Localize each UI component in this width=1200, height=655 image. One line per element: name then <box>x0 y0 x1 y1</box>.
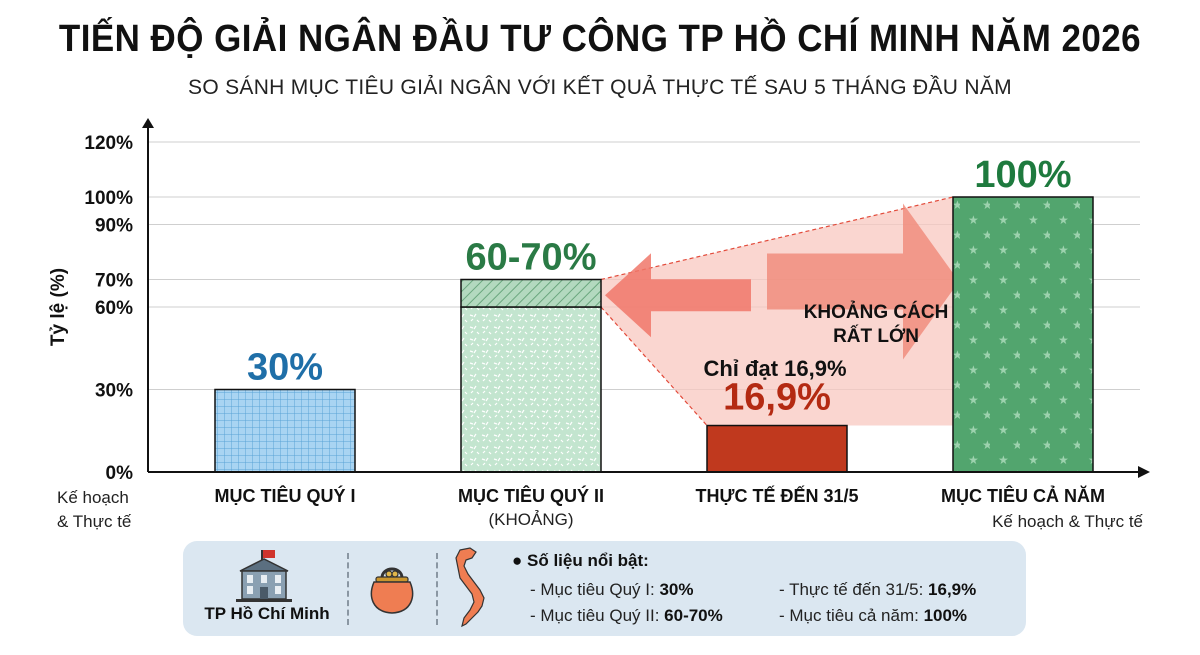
gap-edge <box>600 306 708 426</box>
y-tick-label: 120% <box>84 133 133 154</box>
divider <box>347 553 349 625</box>
city-label: TP Hồ Chí Minh <box>204 604 330 623</box>
y-tick-label: 90% <box>95 216 133 237</box>
x-tick-sublabel: (KHOẢNG) <box>489 510 574 529</box>
highlight-item: - Mục tiêu cả năm: 100% <box>779 606 968 625</box>
y-tick-label: 0% <box>106 463 134 484</box>
highlights-title: ● Số liệu nổi bật: <box>512 551 649 570</box>
bullet-icon: ● <box>512 551 527 570</box>
vietnam-map-icon <box>455 547 485 628</box>
y-tick-label: 100% <box>84 188 133 209</box>
divider <box>436 553 438 625</box>
city-hall-icon <box>236 550 292 602</box>
axis-note: & Thực tế <box>57 512 132 531</box>
bar-value-label: 30% <box>247 347 323 389</box>
y-tick-label: 30% <box>95 381 133 402</box>
highlight-item: - Mục tiêu Quý II: 60-70% <box>530 606 723 625</box>
y-tick-label: 70% <box>95 271 133 292</box>
axis-note: Kế hoạch & Thực tế <box>992 512 1143 531</box>
right-arrow-icon <box>767 203 959 360</box>
highlight-item: - Mục tiêu Quý I: 30% <box>530 580 694 599</box>
bar-range-segment <box>460 278 602 308</box>
bar-value-label: 100% <box>974 154 1071 196</box>
chart-subtitle: SO SÁNH MỤC TIÊU GIẢI NGÂN VỚI KẾT QUẢ T… <box>188 76 1012 99</box>
bar <box>460 306 602 473</box>
y-axis-arrow-icon <box>142 118 154 128</box>
gap-annotation: RẤT LỚN <box>833 325 919 347</box>
x-tick-label: MỤC TIÊU QUÝ I <box>214 485 355 506</box>
bar <box>952 196 1094 473</box>
achieved-annotation: Chỉ đạt 16,9% <box>703 356 846 381</box>
purse-icon <box>370 567 414 614</box>
y-tick-label: 60% <box>95 298 133 319</box>
x-axis-arrow-icon <box>1138 466 1150 478</box>
left-arrow-icon <box>605 253 751 338</box>
highlight-item: - Thực tế đến 31/5: 16,9% <box>779 580 977 599</box>
x-tick-label: MỤC TIÊU QUÝ II <box>458 485 604 506</box>
bar-chart: ★ ★ 0%30%60%70%90%100%120%Tỷ lệ (%)Kế ho… <box>48 118 1150 531</box>
x-tick-label: THỰC TẾ ĐẾN 31/5 <box>696 485 859 506</box>
x-tick-label: MỤC TIÊU CẢ NĂM <box>941 485 1105 506</box>
gap-edge <box>600 196 954 281</box>
axis-note: Kế hoạch <box>57 488 129 507</box>
bar <box>706 424 848 473</box>
y-axis-label: Tỷ lệ (%) <box>48 268 69 346</box>
bar-value-label: 60-70% <box>466 237 597 279</box>
bar-value-label: 16,9% <box>723 377 831 419</box>
gap-annotation: KHOẢNG CÁCH <box>804 301 949 323</box>
highlights-panel <box>183 541 1026 636</box>
bar <box>214 388 356 473</box>
chart-title: TIẾN ĐỘ GIẢI NGÂN ĐẦU TƯ CÔNG TP HỒ CHÍ … <box>58 18 1142 60</box>
